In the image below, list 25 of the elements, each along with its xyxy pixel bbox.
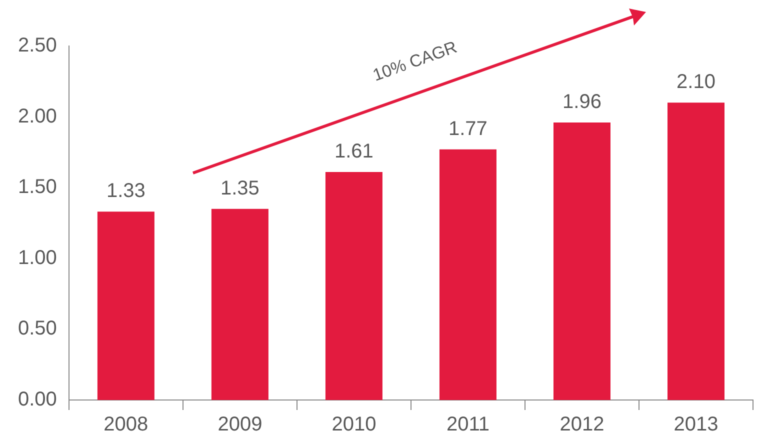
data-label: 1.35	[220, 177, 260, 200]
annotation: 10% CAGR	[370, 38, 460, 85]
x-tick-label: 2009	[218, 414, 262, 436]
data-label: 1.61	[334, 140, 374, 163]
y-tick-label: 1.00	[18, 246, 57, 269]
bar	[325, 172, 382, 400]
data-label: 2.10	[676, 71, 716, 94]
x-tick-label: 2010	[332, 414, 376, 436]
y-tick-label: 0.50	[18, 318, 57, 340]
y-tick-label: 2.00	[18, 105, 57, 128]
data-label: 1.33	[106, 180, 146, 202]
x-tick-label: 2013	[674, 414, 718, 436]
data-label: 1.96	[562, 90, 602, 113]
bar	[667, 102, 724, 400]
y-tick-label: 0.00	[18, 388, 57, 411]
bar	[211, 208, 268, 400]
bar	[439, 149, 496, 400]
x-tick-label: 2011	[446, 414, 490, 436]
y-tick-label: 1.50	[18, 176, 57, 198]
bar	[553, 122, 610, 400]
y-tick-label: 2.50	[18, 34, 57, 57]
x-tick-label: 2008	[104, 414, 148, 436]
bar	[97, 212, 154, 400]
x-tick-label: 2012	[560, 414, 604, 436]
data-label: 1.77	[448, 118, 488, 140]
